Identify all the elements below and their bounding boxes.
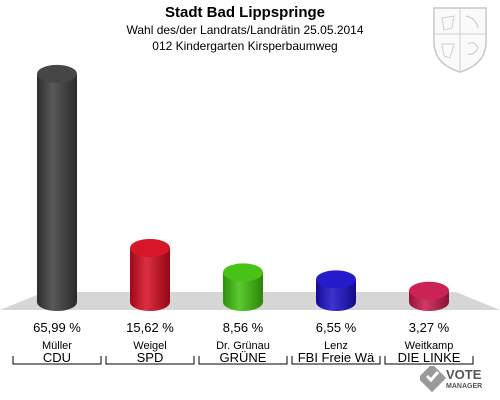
- bar-cdu: [37, 64, 77, 311]
- candidate-label: Dr. Grünau: [216, 340, 270, 352]
- bar-body: [37, 73, 77, 311]
- chart-subtitle: Wahl des/der Landrats/Landrätin 25.05.20…: [126, 23, 364, 37]
- value-label: 65,99 %: [33, 320, 81, 335]
- logo-subtext: MANAGER: [446, 383, 482, 390]
- chart-bars: [37, 64, 449, 311]
- bar-fbi-freie-w-: [316, 270, 356, 311]
- bar-top: [223, 263, 263, 282]
- ballot-cross-icon: [420, 366, 447, 392]
- bar-spd: [130, 238, 170, 311]
- bar-body: [130, 247, 170, 311]
- party-bracket: [384, 356, 474, 365]
- value-label: 8,56 %: [223, 320, 264, 335]
- candidate-label: Lenz: [324, 340, 348, 352]
- chart-title: Stadt Bad Lippspringe: [164, 4, 325, 21]
- logo-text: VOTE: [446, 367, 482, 382]
- party-bracket: [105, 356, 195, 365]
- vote-manager-logo: VOTE MANAGER: [420, 366, 482, 392]
- candidate-label: Müller: [42, 340, 72, 352]
- party-bracket: [198, 356, 288, 365]
- bar-die-linke: [409, 281, 449, 311]
- value-label: 15,62 %: [126, 320, 174, 335]
- party-bracket: [291, 356, 381, 365]
- bar-body: [223, 272, 263, 311]
- bar-body: [316, 279, 356, 311]
- party-label: GRÜNE: [220, 350, 267, 365]
- party-bracket: [12, 356, 102, 365]
- chart-district: 012 Kindergarten Kirsperbaumweg: [152, 39, 338, 53]
- party-label: SPD: [137, 350, 164, 365]
- party-label: CDU: [43, 350, 71, 365]
- bar-top: [409, 281, 449, 300]
- party-label: FBI Freie Wä: [298, 350, 375, 365]
- party-label: DIE LINKE: [398, 350, 461, 365]
- value-label: 6,55 %: [316, 320, 357, 335]
- coat-of-arms-icon: [433, 7, 487, 73]
- bar-gr-ne: [223, 263, 263, 311]
- candidate-label: Weigel: [133, 340, 166, 352]
- chart-header: Stadt Bad Lippspringe Wahl des/der Landr…: [0, 4, 500, 54]
- bar-top: [316, 270, 356, 289]
- candidate-label: Weitkamp: [405, 340, 454, 352]
- value-label: 3,27 %: [409, 320, 450, 335]
- bar-top: [37, 64, 77, 83]
- bar-top: [130, 238, 170, 257]
